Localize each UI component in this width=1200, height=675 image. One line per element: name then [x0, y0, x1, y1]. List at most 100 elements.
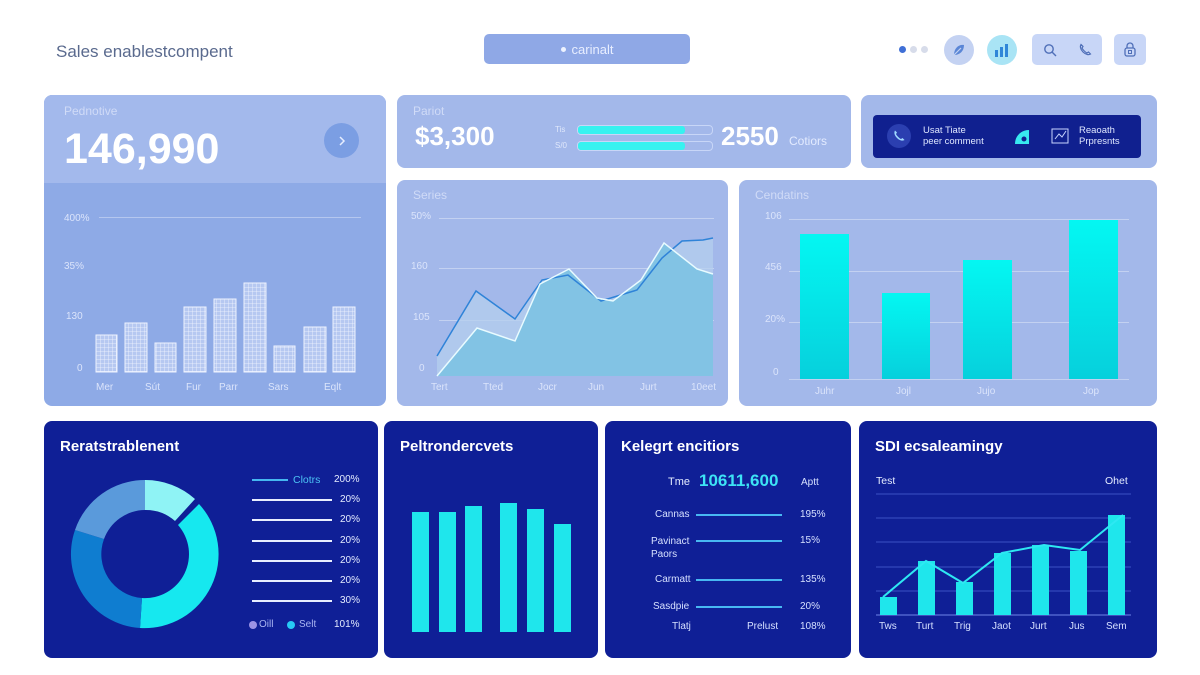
revenue-value: $3,300: [415, 121, 495, 151]
call-action-button[interactable]: [887, 124, 911, 148]
wifi-signal-icon[interactable]: [1013, 128, 1031, 145]
page-dot-1[interactable]: [899, 46, 906, 53]
y-tick: 0: [773, 367, 779, 378]
contact-item-1[interactable]: Usat Tiate peer comment: [923, 125, 984, 147]
metric-row-value: 20%: [800, 601, 821, 612]
status-pill-button[interactable]: carinalt: [484, 34, 690, 64]
metric-row-value: 15%: [800, 535, 821, 546]
metrics-card: Kelegrt encitiors Tme 10611,600 Aptt Can…: [605, 421, 851, 658]
x-label: Mer: [96, 382, 114, 393]
kpi-card: Pednotive 146,990 400% 35% 130 0 Mer Sút…: [44, 95, 386, 406]
legend-line: [252, 600, 332, 602]
gridline: [439, 218, 714, 219]
revenue-label: Pariot: [413, 104, 445, 118]
contact-item-1-subtitle: peer comment: [923, 136, 984, 147]
gridline: [789, 379, 1129, 380]
x-label: Fur: [186, 382, 201, 393]
x-label: Jop: [1083, 386, 1100, 397]
sdi-right-label: Ohet: [1105, 475, 1128, 487]
legend-footer-value: 101%: [334, 619, 360, 630]
y-tick: 106: [765, 211, 782, 222]
document-chart-icon[interactable]: [1049, 126, 1071, 146]
y-tick: 130: [66, 311, 83, 322]
conditions-bar-chart: [800, 220, 1118, 379]
metric-row-label: Pavinact Paors: [651, 536, 690, 560]
progress-fill: [578, 142, 686, 150]
phone-icon: [1079, 43, 1091, 55]
x-label: Jus: [1069, 621, 1085, 632]
search-button[interactable]: [1032, 43, 1067, 57]
kpi-next-button[interactable]: [324, 123, 359, 158]
metric-row-label: Cannas: [655, 509, 690, 520]
kpi-label: Pednotive: [64, 104, 118, 118]
conditions-label: Cendatins: [755, 188, 810, 202]
metric-row-value: 195%: [800, 509, 826, 520]
hatched-bar-chart: [95, 282, 356, 373]
analytics-button[interactable]: [987, 35, 1017, 65]
legend-footer-b: Selt: [299, 619, 317, 630]
metrics-footer-value: 108%: [800, 621, 826, 632]
legend-line: [252, 560, 332, 562]
y-tick: 105: [413, 312, 430, 323]
series-area-chart: [436, 237, 714, 377]
x-label: Parr: [219, 382, 238, 393]
legend-line: [252, 580, 332, 582]
x-label: Eqlt: [324, 382, 342, 393]
series-label: Series: [413, 188, 448, 202]
y-tick: 0: [419, 363, 425, 374]
progress-label: Tis: [555, 125, 566, 134]
y-tick: 35%: [64, 261, 85, 272]
x-label: Trig: [954, 621, 971, 632]
y-tick: 160: [411, 261, 428, 272]
legend-value: 20%: [340, 535, 361, 546]
legend-value: 20%: [340, 575, 361, 586]
count-unit: Cotiors: [789, 134, 828, 148]
metric-row-line: [696, 606, 782, 608]
chevron-right-icon: [338, 135, 345, 146]
y-tick: 456: [765, 262, 782, 273]
page-dot-3[interactable]: [921, 46, 928, 53]
x-label: Sem: [1106, 621, 1127, 632]
call-button[interactable]: [1067, 43, 1102, 57]
donut-chart: [70, 479, 219, 629]
sdi-card: SDI ecsaleamingy Test Ohet Tws Turt Trig…: [859, 421, 1157, 658]
x-label: Jun: [588, 382, 605, 393]
x-label: 10eet: [691, 382, 717, 393]
gridline: [99, 217, 361, 218]
contact-item-2[interactable]: Reaoath Prpresnts: [1079, 125, 1120, 147]
y-tick: 50%: [411, 211, 432, 222]
legend-line: [252, 479, 288, 481]
progress-track: [577, 125, 713, 135]
metrics-card-title: Kelegrt encitiors: [621, 438, 740, 455]
x-label: Jurt: [640, 382, 657, 393]
legend-dot-icon: [287, 621, 295, 629]
conditions-card: Cendatins 106 456 20% 0 Juhr Jojl Jujo J…: [739, 180, 1157, 406]
contact-card: Usat Tiate peer comment Reaoath Prpresnt…: [861, 95, 1157, 168]
sdi-card-title: SDI ecsaleamingy: [875, 438, 1003, 455]
page-dot-2[interactable]: [910, 46, 917, 53]
x-label: Juhr: [815, 386, 835, 397]
legend-dot-icon: [249, 621, 257, 629]
performance-card: Peltrondercvets: [384, 421, 598, 658]
gridline: [789, 219, 1129, 220]
gridline: [789, 322, 1129, 323]
performance-card-title: Peltrondercvets: [400, 438, 514, 455]
metrics-top-label: Tme: [668, 476, 690, 488]
contact-bar: Usat Tiate peer comment Reaoath Prpresnt…: [873, 115, 1141, 158]
leaf-button[interactable]: [944, 35, 974, 65]
x-label: Jujo: [977, 386, 996, 397]
contact-item-1-title: Usat Tiate: [923, 125, 966, 136]
series-card: Series 50% 160 105 0 Tert Tted Jocr Jun …: [397, 180, 728, 406]
count-value: 2550: [721, 121, 779, 151]
x-label: Tted: [483, 382, 504, 393]
leaf-icon: [953, 44, 964, 56]
gridline: [439, 268, 714, 269]
lock-button[interactable]: [1114, 34, 1146, 65]
contact-item-2-title: Reaoath: [1079, 125, 1115, 136]
search-icon: [1043, 43, 1056, 56]
legend-line: [252, 540, 332, 542]
revenue-card: Pariot $3,300 Tis S/0 2550 Cotiors: [397, 95, 851, 168]
status-pill-label: carinalt: [571, 41, 614, 57]
page-indicator[interactable]: [899, 46, 928, 53]
progress-label: S/0: [555, 141, 568, 150]
